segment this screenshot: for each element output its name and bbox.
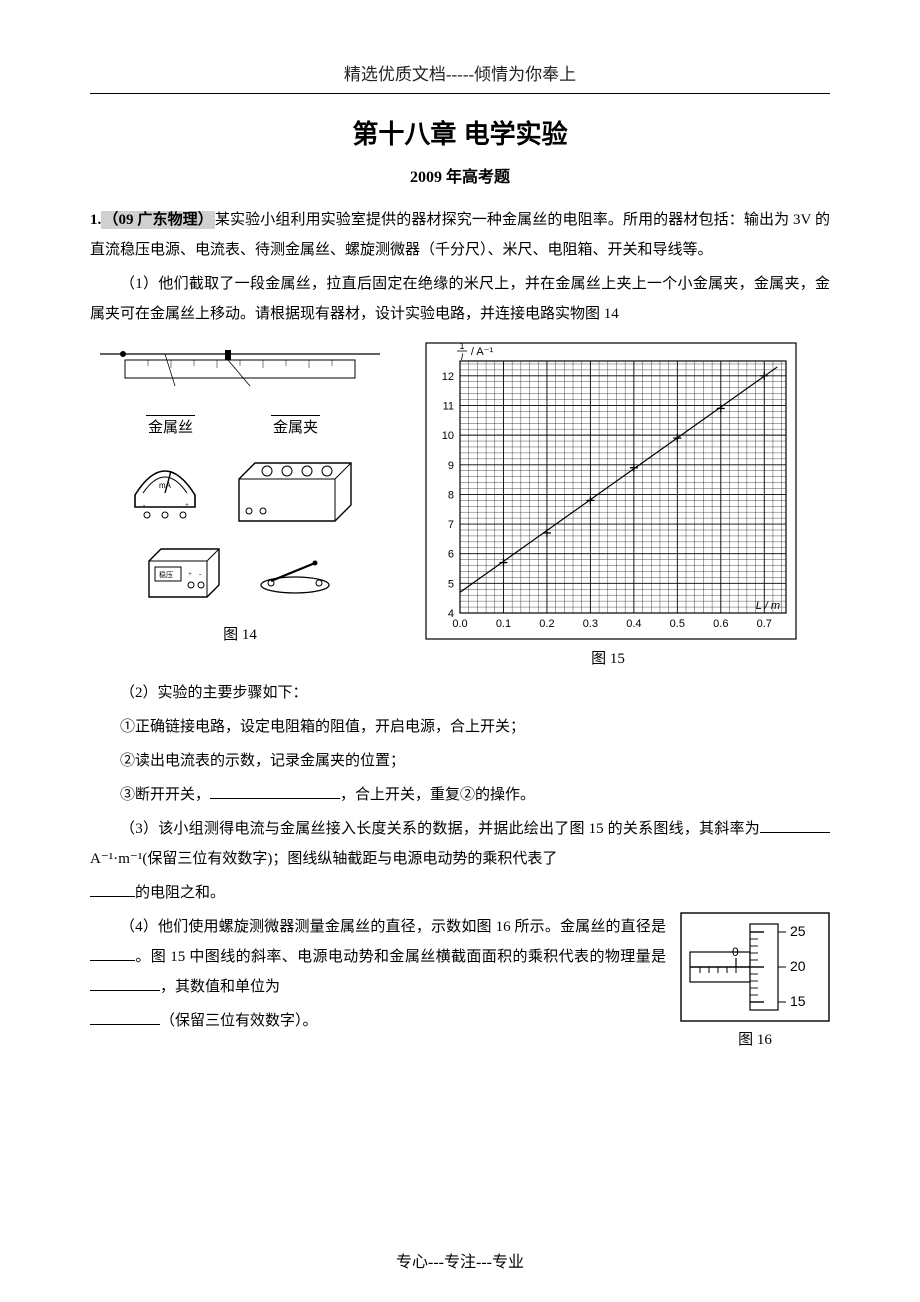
- svg-text:10: 10: [442, 430, 454, 442]
- devices-row-1: mA - +: [125, 455, 355, 525]
- svg-text:5: 5: [448, 578, 454, 590]
- figure-15-container: 0.0 0.1 0.2 0.3 0.4 0.5 0.6 0.7 4 5 6 7 8 9 10 11 12 / A⁻…: [408, 341, 808, 668]
- figure-15-caption: 图 15: [591, 647, 625, 668]
- part-3-a: （3）该小组测得电流与金属丝接入长度关系的数据，并据此绘出了图 15 的关系图线…: [120, 821, 760, 837]
- step-3: ③断开开关， ，合上开关，重复②的操作。: [90, 780, 830, 810]
- part-4-d: （保留三位有效数字）。: [160, 1013, 318, 1029]
- svg-text:25: 25: [790, 923, 806, 939]
- question-number: 1.: [90, 212, 101, 228]
- svg-text:0.3: 0.3: [583, 618, 598, 630]
- ruler-annotations: 金属丝 金属夹: [110, 415, 370, 437]
- part-3-end-line: 的电阻之和。: [90, 878, 830, 908]
- svg-text:0.7: 0.7: [757, 618, 772, 630]
- step-3-a: ③断开开关，: [120, 787, 210, 803]
- part-4-row: （4）他们使用螺旋测微器测量金属丝的直径，示数如图 16 所示。金属丝的直径是。…: [90, 912, 830, 1049]
- step-2: ②读出电流表的示数，记录金属夹的位置；: [90, 746, 830, 776]
- part-4-a: （4）他们使用螺旋测微器测量金属丝的直径，示数如图 16 所示。金属丝的直径是: [120, 919, 666, 935]
- svg-text:0: 0: [732, 945, 739, 959]
- part-3-tail: (保留三位有效数字)；图线纵轴截距与电源电动势的乘积代表了: [142, 851, 557, 867]
- part-4-b: 。图 15 中图线的斜率、电源电动势和金属丝横截面面积的乘积代表的物理量是: [135, 949, 666, 965]
- blank-value-unit[interactable]: [90, 1010, 160, 1025]
- part-4-text: （4）他们使用螺旋测微器测量金属丝的直径，示数如图 16 所示。金属丝的直径是。…: [90, 912, 666, 1040]
- svg-text:+: +: [188, 570, 192, 578]
- svg-text:12: 12: [442, 371, 454, 383]
- blank-quantity[interactable]: [90, 976, 160, 991]
- header-divider: [90, 93, 830, 94]
- figure-14-caption: 图 14: [223, 623, 257, 644]
- switch-icon: [255, 551, 335, 595]
- svg-text:15: 15: [790, 993, 806, 1009]
- svg-text:20: 20: [790, 958, 806, 974]
- svg-text:7: 7: [448, 519, 454, 531]
- svg-text:0.0: 0.0: [452, 618, 467, 630]
- figures-row: 金属丝 金属夹 mA - +: [90, 341, 830, 668]
- question-1-intro: 1.（09 广东物理）某实验小组利用实验室提供的器材探究一种金属丝的电阻率。所用…: [90, 205, 830, 265]
- svg-text:1: 1: [459, 341, 464, 351]
- blank-diameter[interactable]: [90, 946, 135, 961]
- page-footer: 专心---专注---专业: [0, 1248, 920, 1272]
- page-title: 第十八章 电学实验: [90, 114, 830, 151]
- svg-text:稳压: 稳压: [159, 570, 173, 579]
- svg-text:0.4: 0.4: [626, 618, 641, 630]
- page-header: 精选优质文档-----倾情为你奉上: [90, 60, 830, 85]
- step-1: ①正确链接电路，设定电阻箱的阻值，开启电源，合上开关；: [90, 712, 830, 742]
- part-3: （3）该小组测得电流与金属丝接入长度关系的数据，并据此绘出了图 15 的关系图线…: [90, 814, 830, 874]
- svg-text:L / m: L / m: [756, 600, 780, 612]
- ammeter-icon: mA - +: [125, 455, 205, 525]
- svg-text:mA: mA: [159, 481, 172, 490]
- step-3-b: ，合上开关，重复②的操作。: [340, 787, 535, 803]
- svg-text:0.2: 0.2: [539, 618, 554, 630]
- chart-graph: 0.0 0.1 0.2 0.3 0.4 0.5 0.6 0.7 4 5 6 7 8 9 10 11 12 / A⁻…: [418, 341, 798, 641]
- blank-slope[interactable]: [760, 818, 830, 833]
- blank-step3[interactable]: [210, 784, 340, 799]
- svg-text:11: 11: [443, 400, 454, 412]
- svg-text:/ A⁻¹: / A⁻¹: [471, 346, 494, 358]
- ruler-diagram: [95, 341, 385, 401]
- svg-text:9: 9: [448, 460, 454, 472]
- part-4-c: ，其数值和单位为: [160, 979, 280, 995]
- svg-text:+: +: [185, 501, 189, 509]
- svg-text:0.1: 0.1: [496, 618, 511, 630]
- devices-row-2: 稳压 + -: [145, 543, 335, 603]
- power-supply-icon: 稳压 + -: [145, 543, 225, 603]
- annotation-wire: 金属丝: [146, 415, 195, 437]
- annotation-clip: 金属夹: [271, 415, 320, 437]
- svg-text:4: 4: [448, 608, 454, 620]
- blank-resistance-of[interactable]: [90, 882, 135, 897]
- figure-16-container: 0 15 20 25 图 16: [680, 912, 830, 1049]
- svg-text:0.5: 0.5: [670, 618, 685, 630]
- part-3-end: 的电阻之和。: [135, 885, 225, 901]
- question-part-1: （1）他们截取了一段金属丝，拉直后固定在绝缘的米尺上，并在金属丝上夹上一个小金属…: [90, 269, 830, 329]
- part-2-heading: （2）实验的主要步骤如下：: [90, 678, 830, 708]
- figure-16-caption: 图 16: [738, 1028, 772, 1049]
- svg-text:6: 6: [448, 549, 454, 561]
- page-subtitle: 2009 年高考题: [90, 163, 830, 187]
- figure-14-container: 金属丝 金属夹 mA - +: [90, 341, 390, 644]
- question-source: （09 广东物理）: [101, 211, 215, 229]
- micrometer-icon: 0 15 20 25: [680, 912, 830, 1022]
- part-3-unit: A⁻¹·m⁻¹: [90, 851, 142, 867]
- svg-text:8: 8: [448, 489, 454, 501]
- svg-text:0.6: 0.6: [713, 618, 728, 630]
- part-4: （4）他们使用螺旋测微器测量金属丝的直径，示数如图 16 所示。金属丝的直径是。…: [90, 912, 666, 1002]
- resistance-box-icon: [235, 455, 355, 525]
- part-4-last: （保留三位有效数字）。: [90, 1006, 666, 1036]
